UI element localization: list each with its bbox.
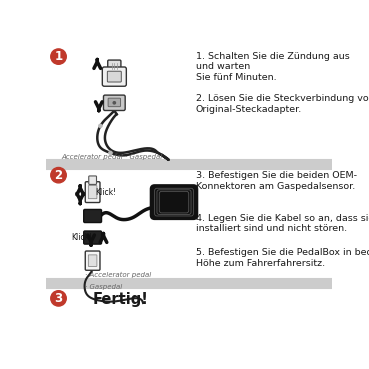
Text: Accelerator pedal · Gaspedal: Accelerator pedal · Gaspedal xyxy=(61,154,163,160)
Text: Klick!: Klick! xyxy=(95,187,116,197)
Text: Klick!: Klick! xyxy=(71,233,92,242)
Circle shape xyxy=(51,168,66,183)
FancyBboxPatch shape xyxy=(102,67,126,86)
Circle shape xyxy=(108,151,113,155)
Text: 3. Befestigen Sie die beiden OEM-
Konnektoren am Gaspedalsensor.: 3. Befestigen Sie die beiden OEM- Konnek… xyxy=(196,171,357,191)
FancyBboxPatch shape xyxy=(108,98,121,107)
Text: 2: 2 xyxy=(55,169,63,182)
Text: 2. Lösen Sie die Steckverbindung vom
Original-Steckadapter.: 2. Lösen Sie die Steckverbindung vom Ori… xyxy=(196,94,369,114)
Text: · Gaspedal: · Gaspedal xyxy=(85,284,122,290)
FancyBboxPatch shape xyxy=(88,255,97,266)
FancyBboxPatch shape xyxy=(84,231,101,244)
Circle shape xyxy=(99,124,102,128)
Circle shape xyxy=(113,101,115,104)
Circle shape xyxy=(51,291,66,306)
Text: · Accelerator pedal: · Accelerator pedal xyxy=(85,272,151,278)
Text: 1: 1 xyxy=(55,50,63,63)
FancyBboxPatch shape xyxy=(108,60,121,72)
FancyBboxPatch shape xyxy=(88,186,97,199)
Text: 4. Legen Sie die Kabel so an, dass sie fest
installiert sind und nicht stören.: 4. Legen Sie die Kabel so an, dass sie f… xyxy=(196,214,369,233)
FancyBboxPatch shape xyxy=(84,210,101,223)
Text: 1. Schalten Sie die Zündung aus und warten
Sie fünf Minuten.: 1. Schalten Sie die Zündung aus und wart… xyxy=(196,52,349,82)
FancyBboxPatch shape xyxy=(85,182,100,203)
FancyBboxPatch shape xyxy=(103,95,125,110)
FancyBboxPatch shape xyxy=(89,176,97,184)
Text: 3: 3 xyxy=(55,292,63,305)
Text: Fertig!: Fertig! xyxy=(93,292,148,307)
FancyBboxPatch shape xyxy=(151,185,197,219)
Circle shape xyxy=(51,49,66,64)
FancyBboxPatch shape xyxy=(107,71,121,82)
FancyBboxPatch shape xyxy=(85,251,100,270)
Text: 5. Befestigen Sie die PedalBox in bequemer
Höhe zum Fahrerfahrersitz.: 5. Befestigen Sie die PedalBox in bequem… xyxy=(196,248,369,268)
